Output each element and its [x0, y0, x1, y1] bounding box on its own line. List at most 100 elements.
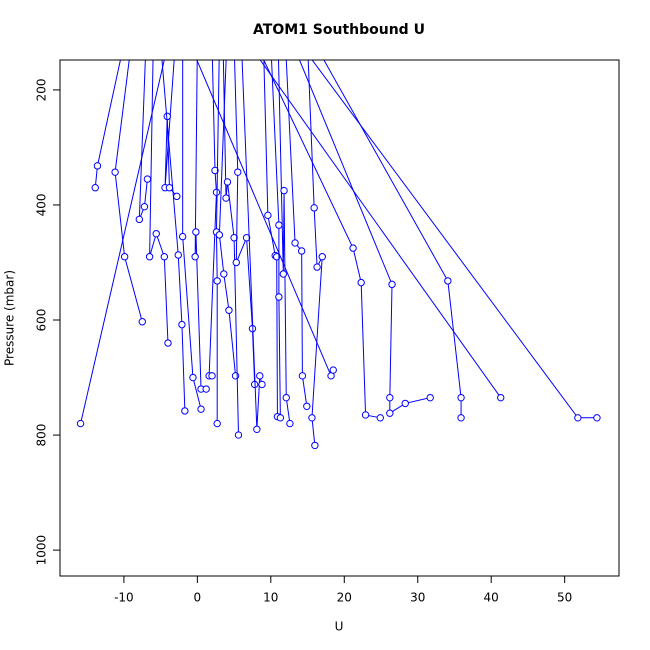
- y-axis-label: Pressure (mbar): [3, 270, 17, 366]
- point: [140, 202, 149, 211]
- point: [208, 372, 216, 380]
- point: [202, 385, 210, 393]
- point: [426, 393, 434, 402]
- point: [173, 192, 181, 201]
- point: [349, 244, 357, 252]
- point: [313, 263, 321, 271]
- point: [234, 431, 243, 439]
- point: [232, 258, 240, 267]
- x-tick-label: 0: [194, 591, 202, 605]
- point: [143, 175, 152, 183]
- point: [91, 184, 99, 192]
- point: [178, 232, 187, 241]
- point: [275, 293, 283, 301]
- point: [272, 253, 281, 261]
- point: [303, 402, 311, 411]
- point: [444, 277, 452, 285]
- point: [388, 280, 396, 289]
- point: [213, 419, 221, 428]
- trace: [138, 60, 148, 220]
- point: [357, 278, 365, 287]
- point: [282, 393, 290, 402]
- point: [189, 373, 197, 382]
- plot-area: [76, 60, 601, 450]
- chart-title: ATOM1 Southbound U: [253, 22, 425, 38]
- y-tick-label: 400: [35, 194, 49, 217]
- point: [279, 270, 288, 278]
- point: [291, 239, 299, 247]
- point: [160, 253, 169, 261]
- x-tick-label: 30: [410, 591, 425, 605]
- point: [386, 393, 394, 402]
- point: [308, 414, 316, 422]
- point: [231, 372, 240, 380]
- trace: [114, 60, 143, 322]
- point: [280, 186, 288, 195]
- x-tick-label: 50: [557, 591, 572, 605]
- trace: [215, 60, 220, 424]
- point: [212, 188, 221, 197]
- trace: [323, 60, 462, 418]
- point: [361, 411, 370, 419]
- trace: [259, 60, 502, 398]
- point: [457, 393, 465, 402]
- point: [264, 211, 272, 220]
- point: [242, 234, 251, 242]
- point: [311, 441, 319, 450]
- point: [135, 215, 144, 224]
- point: [230, 234, 238, 242]
- point: [192, 228, 200, 236]
- trace: [241, 60, 263, 430]
- x-tick-label: 10: [263, 591, 278, 605]
- trace: [80, 60, 165, 424]
- point: [178, 320, 186, 329]
- point: [376, 414, 384, 422]
- point: [298, 372, 307, 380]
- trace: [298, 60, 431, 415]
- point: [286, 419, 294, 428]
- y-tick-label: 1000: [35, 535, 49, 566]
- x-tick-label: -10: [114, 591, 134, 605]
- y-tick-label: 600: [35, 309, 49, 332]
- point: [457, 414, 465, 422]
- x-tick-label: 40: [484, 591, 499, 605]
- point: [215, 231, 224, 239]
- point: [138, 318, 146, 326]
- trace: [307, 60, 323, 446]
- point: [256, 372, 264, 380]
- trace: [271, 60, 281, 418]
- point: [174, 251, 182, 259]
- point: [76, 419, 85, 428]
- point: [276, 414, 285, 422]
- x-tick-label: 20: [337, 591, 352, 605]
- point: [211, 166, 219, 175]
- point: [253, 425, 261, 434]
- trace: [161, 60, 186, 411]
- y-tick-label: 800: [35, 424, 49, 447]
- point: [223, 178, 232, 186]
- point: [191, 253, 199, 261]
- point: [275, 221, 283, 229]
- point: [120, 253, 129, 261]
- point: [225, 306, 233, 314]
- point: [165, 184, 174, 192]
- point: [593, 414, 601, 422]
- trace: [182, 60, 202, 410]
- point: [197, 405, 205, 413]
- point: [234, 168, 242, 176]
- point: [213, 277, 221, 285]
- y-tick-label: 200: [35, 78, 49, 101]
- point: [310, 204, 318, 212]
- point: [220, 270, 228, 278]
- x-axis-label: U: [335, 620, 344, 634]
- point: [181, 407, 189, 415]
- point: [574, 414, 582, 422]
- point: [222, 194, 230, 202]
- point: [111, 168, 119, 176]
- point: [145, 253, 154, 261]
- point: [497, 393, 505, 402]
- point: [386, 409, 394, 417]
- point: [164, 339, 172, 347]
